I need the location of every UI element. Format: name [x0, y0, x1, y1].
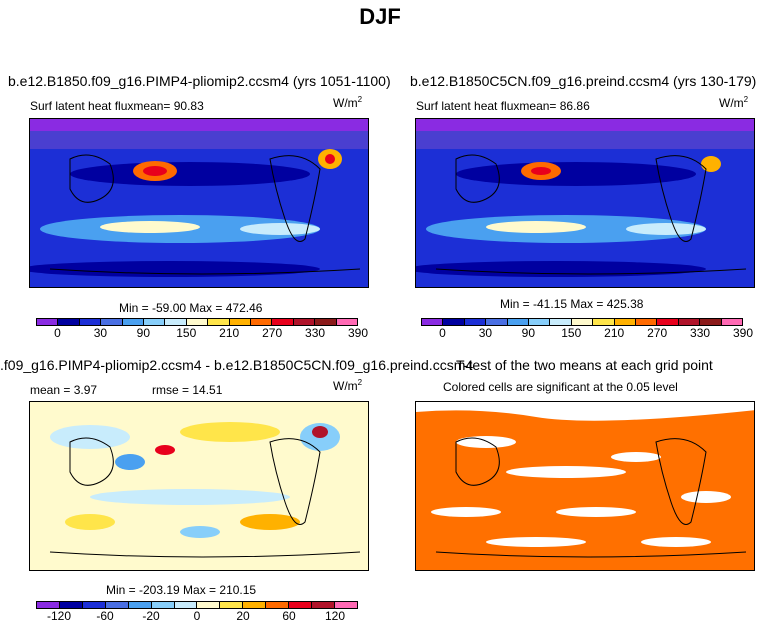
panel4-map-svg [416, 402, 754, 570]
colorbar-segment [334, 602, 357, 608]
panel1-subtitle: Surf latent heat fluxmean= 90.83 [30, 99, 204, 113]
panel1-map [29, 118, 369, 288]
colorbar-tick-label: 210 [604, 326, 625, 340]
colorbar-segment [550, 319, 572, 325]
colorbar-segment [721, 319, 743, 325]
colorbar-tick-label: 330 [690, 326, 711, 340]
page-title: DJF [359, 4, 401, 29]
colorbar-segment [443, 319, 465, 325]
colorbar-tick-label: 120 [324, 609, 346, 623]
panel4-subtitle: Colored cells are significant at the 0.0… [443, 380, 678, 394]
panel3-map-svg [30, 402, 368, 570]
colorbar-tick-label: 270 [262, 326, 283, 340]
panel2-colorbar-ticks: 0 30 90 150 210 270 330 390 [421, 326, 753, 342]
colorbar-tick-label: 90 [521, 326, 536, 340]
colorbar-tick-label: -60 [96, 609, 114, 623]
colorbar-segment [571, 319, 594, 325]
colorbar-segment [37, 319, 59, 325]
colorbar-segment [315, 319, 337, 325]
colorbar-tick-label: 0 [439, 326, 446, 340]
panel3-minmax: Min = -203.19 Max = 210.15 [106, 583, 257, 597]
colorbar-segment [507, 319, 530, 325]
panel2-colorbar [421, 318, 743, 326]
colorbar-segment [422, 319, 444, 325]
panel1-colorbar-ticks: 0 30 90 150 210 270 330 390 [36, 326, 368, 342]
panel2-title: b.e12.B1850C5CN.f09_g16.preind.ccsm4 (yr… [410, 73, 757, 89]
colorbar-segment [208, 319, 230, 325]
colorbar-segment [464, 319, 487, 325]
colorbar-segment [151, 602, 175, 608]
panel2-map-svg [416, 119, 754, 287]
colorbar-segment [122, 319, 145, 325]
colorbar-tick-label: 390 [347, 326, 369, 340]
colorbar-segment [272, 319, 294, 325]
colorbar-segment [700, 319, 722, 325]
panel2-subtitle: Surf latent heat fluxmean= 86.86 [416, 99, 590, 113]
colorbar-tick-label: 390 [732, 326, 754, 340]
panel3-map [29, 401, 369, 571]
panel3-colorbar [36, 601, 358, 609]
colorbar-segment [289, 602, 313, 608]
colorbar-segment [105, 602, 129, 608]
colorbar-segment [243, 602, 267, 608]
colorbar-segment [37, 602, 60, 608]
panel4-title: T-test of the two means at each grid poi… [456, 357, 713, 373]
colorbar-segment [529, 319, 551, 325]
panel3-mean: mean = 3.97 [30, 383, 98, 397]
colorbar-tick-label: -20 [142, 609, 160, 623]
colorbar-segment [58, 319, 80, 325]
colorbar-segment [174, 602, 198, 608]
colorbar-tick-label: 210 [219, 326, 240, 340]
colorbar-tick-label: -120 [46, 609, 72, 623]
colorbar-segment [165, 319, 187, 325]
colorbar-segment [82, 602, 106, 608]
colorbar-segment [336, 319, 358, 325]
panel3-colorbar-ticks: -120 -60 -20 0 20 60 120 [36, 609, 358, 625]
colorbar-tick-label: 30 [478, 326, 493, 340]
panel2-units: W/m2 [719, 95, 749, 110]
colorbar-tick-label: 270 [647, 326, 668, 340]
colorbar-segment [59, 602, 83, 608]
colorbar-segment [251, 319, 273, 325]
colorbar-segment [266, 602, 290, 608]
colorbar-segment [101, 319, 123, 325]
colorbar-segment [293, 319, 316, 325]
colorbar-tick-label: 60 [282, 609, 296, 623]
panel3-units: W/m2 [333, 378, 363, 393]
colorbar-segment [79, 319, 102, 325]
colorbar-tick-label: 150 [561, 326, 582, 340]
colorbar-segment [614, 319, 637, 325]
colorbar-tick-label: 150 [176, 326, 197, 340]
colorbar-segment [186, 319, 209, 325]
colorbar-segment [220, 602, 244, 608]
colorbar-tick-label: 90 [136, 326, 151, 340]
colorbar-segment [144, 319, 166, 325]
colorbar-tick-label: 30 [93, 326, 108, 340]
panel1-minmax: Min = -59.00 Max = 472.46 [119, 301, 263, 315]
panel1-units: W/m2 [333, 95, 363, 110]
colorbar-segment [197, 602, 221, 608]
colorbar-segment [312, 602, 335, 608]
colorbar-tick-label: 0 [54, 326, 61, 340]
panel1-map-svg [30, 119, 368, 287]
panel1-title: b.e12.B1850.f09_g16.PIMP4-pliomip2.ccsm4… [8, 73, 391, 89]
panel1-colorbar [36, 318, 358, 326]
colorbar-segment [636, 319, 658, 325]
colorbar-segment [657, 319, 679, 325]
colorbar-tick-label: 0 [193, 609, 201, 623]
panel3-title: .f09_g16.PIMP4-pliomip2.ccsm4 - b.e12.B1… [0, 357, 474, 373]
panel4-map [415, 401, 755, 571]
colorbar-tick-label: 20 [236, 609, 250, 623]
colorbar-segment [678, 319, 701, 325]
colorbar-segment [486, 319, 508, 325]
panel3-rmse: rmse = 14.51 [152, 383, 223, 397]
colorbar-tick-label: 330 [305, 326, 326, 340]
colorbar-segment [128, 602, 152, 608]
panel2-map [415, 118, 755, 288]
panel2-minmax: Min = -41.15 Max = 425.38 [500, 297, 644, 311]
colorbar-segment [229, 319, 252, 325]
colorbar-segment [593, 319, 615, 325]
